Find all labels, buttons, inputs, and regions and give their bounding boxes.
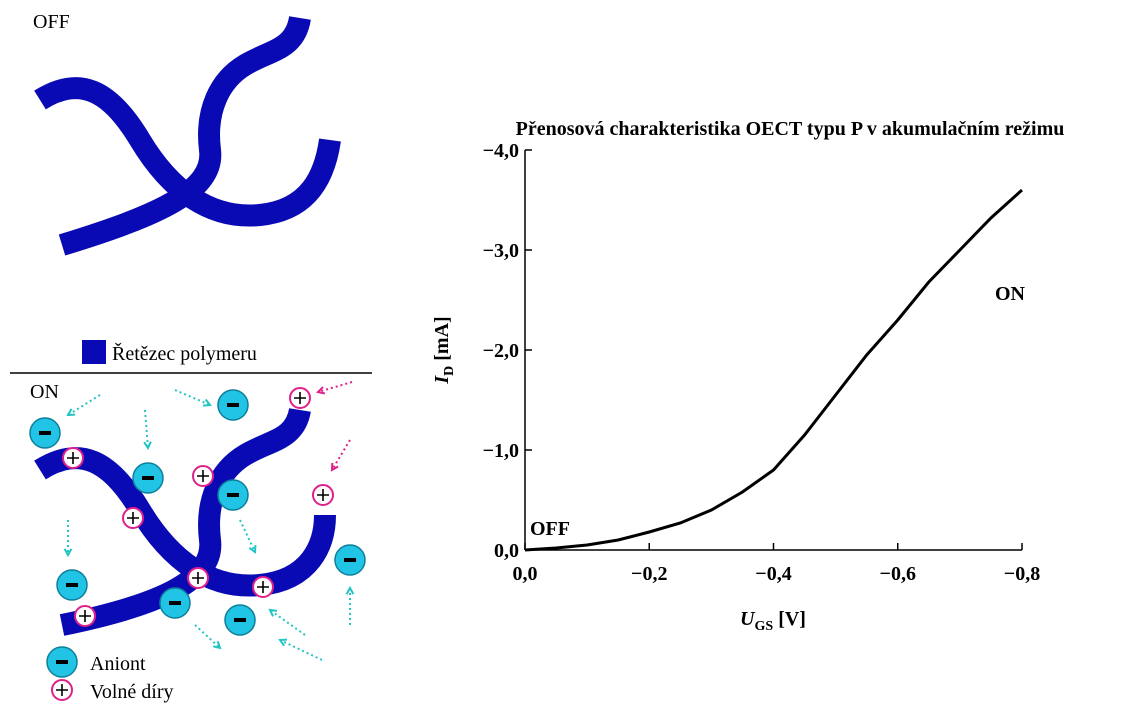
diagram: OFF Řetězec polymeru ON Aniont Volné dír… [10,11,372,703]
polymer-chain [59,407,311,636]
arrow [194,624,221,649]
arrow [67,394,101,416]
arrow [317,381,353,393]
arrow [331,439,351,471]
arrow [269,609,306,636]
plus-sign [127,512,139,524]
plus-sign [317,489,329,501]
minus-sign [227,403,239,407]
arrows [63,381,355,661]
y-tick-label: 0,0 [494,540,519,562]
minus-sign [234,618,246,622]
x-axis-label: UGS [V] [740,608,806,634]
arrow-head [315,386,326,395]
x-tick-label: −0,8 [1004,563,1040,585]
arrow-head [345,585,355,595]
x-label-main: U [740,608,756,630]
arrow-head [212,641,222,650]
y-label-unit: [mA] [431,316,453,360]
x-label-sub: GS [755,619,774,634]
plus-sign [56,684,68,696]
x-label-unit: [V] [778,608,806,630]
y-label-sub: D [442,366,457,376]
arrow [174,389,211,406]
plus-sign [294,392,306,404]
y-tick-label: −2,0 [483,340,519,362]
x-tick-label: 0,0 [513,563,538,585]
arrow-head [63,548,73,558]
y-axis-label: ID [mA] [431,316,457,384]
plus-sign [197,470,209,482]
arrow-head [248,544,257,554]
x-tick-label: −0,4 [755,563,791,585]
x-tick-label: −0,2 [631,563,667,585]
y-tick-label: −1,0 [483,440,519,462]
minus-sign [66,583,78,587]
data-line [524,188,1024,552]
polymer-chain [34,447,336,597]
minus-sign [227,493,239,497]
arrow [239,519,256,553]
plus-sign [257,581,269,593]
particles [29,387,366,701]
arrow [279,639,323,661]
arrow [144,409,149,449]
legend-swatch [82,340,106,364]
minus-sign [344,558,356,562]
polymer-chain [58,15,311,256]
y-tick-label: −4,0 [483,140,519,162]
plus-sign [79,610,91,622]
minus-sign [39,431,51,435]
annotation: OFF [530,518,570,540]
arrow-head [202,398,212,407]
arrow-head [278,638,288,647]
plus-sign [67,452,79,464]
minus-sign [56,660,68,664]
arrow-head [268,608,278,617]
off-label: OFF [33,11,70,33]
on-label: ON [30,381,59,403]
y-label-main: I [431,375,453,385]
chart: Přenosová charakteristika OECT typu P v … [431,118,1064,634]
arrow-head [330,462,339,472]
minus-sign [169,601,181,605]
minus-sign [142,476,154,480]
arrow-head [143,441,152,451]
y-tick-label: −3,0 [483,240,519,262]
plus-sign [192,572,204,584]
arrow-head [66,408,76,417]
legend-label: Řetězec polymeru [112,342,257,365]
legend-label: Aniont [90,653,146,675]
legend-label: Volné díry [90,681,174,703]
annotation: ON [995,283,1026,305]
x-tick-label: −0,6 [880,563,916,585]
chart-title: Přenosová charakteristika OECT typu P v … [516,118,1065,140]
